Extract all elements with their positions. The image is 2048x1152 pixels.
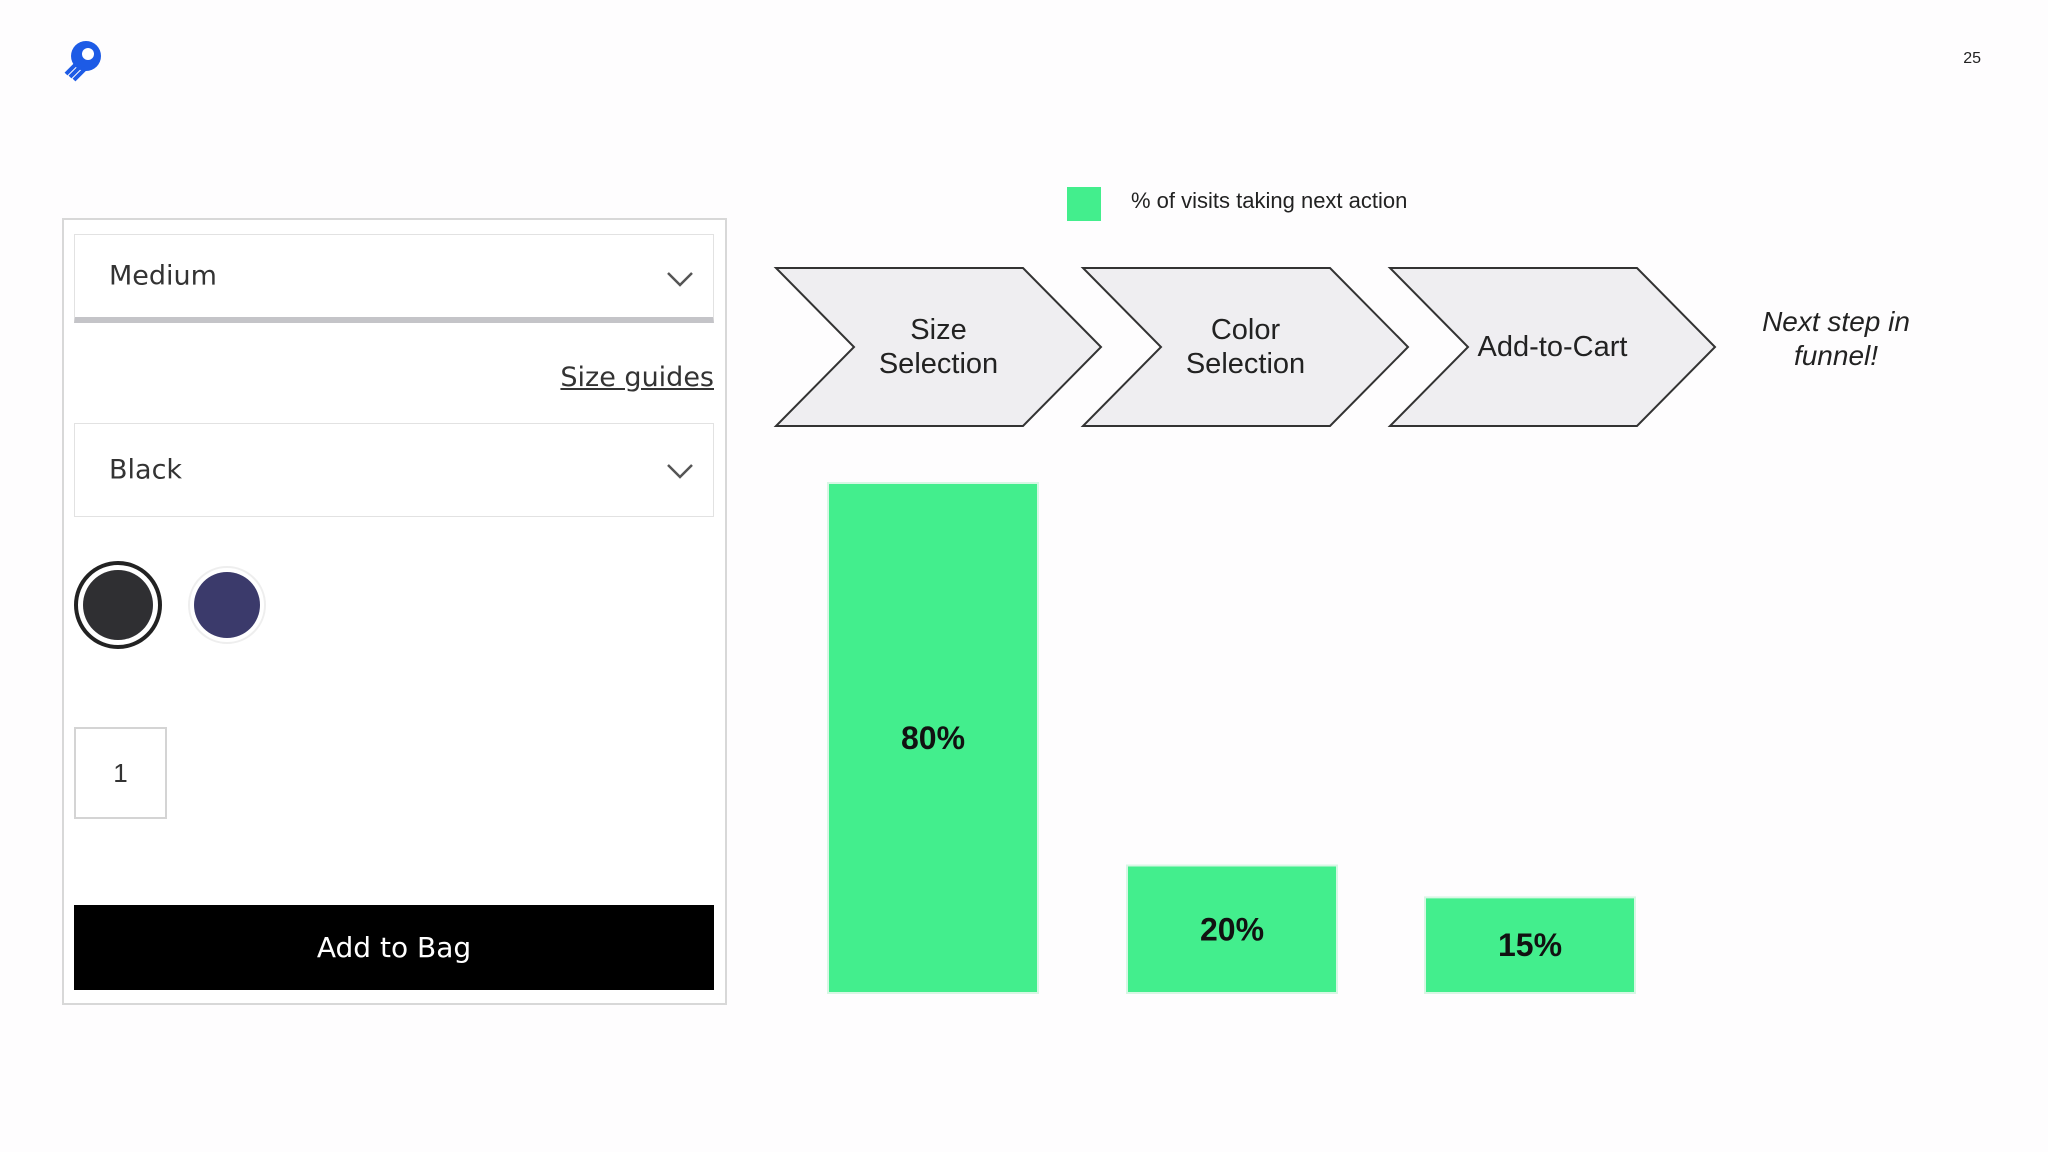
swatch-navy[interactable]: [194, 572, 260, 638]
value-label: 20%: [1200, 911, 1264, 947]
funnel-step-label: Add-to-Cart: [1477, 331, 1628, 363]
size-dropdown[interactable]: Medium: [74, 234, 714, 323]
product-panel: [62, 218, 727, 1005]
color-value: Black: [109, 454, 183, 486]
funnel-step: [1080, 267, 1410, 427]
page-number: 25: [1963, 50, 1981, 67]
legend-label: % of visits taking next action: [1131, 188, 1408, 213]
value-label: 15%: [1498, 927, 1562, 963]
funnel-step: [1387, 267, 1717, 427]
color-dropdown[interactable]: Black: [74, 423, 714, 517]
quantity-input[interactable]: 1: [74, 727, 167, 819]
swatch-black[interactable]: [83, 570, 153, 640]
dropdown-arrow: [667, 272, 693, 287]
annotation: Next step in funnel!: [1762, 306, 1910, 371]
value-label: 80%: [901, 720, 965, 756]
size-value: Medium: [109, 260, 217, 292]
legend-swatch: [1067, 187, 1101, 221]
bar: [827, 482, 1039, 994]
bar: [1126, 864, 1338, 994]
funnel-step-label: Size Selection: [878, 314, 999, 380]
funnel-step-label: Color Selection: [1185, 314, 1306, 380]
add-to-bag-button[interactable]: Add to Bag: [74, 905, 714, 990]
logo: [64, 41, 101, 82]
size-guides-link[interactable]: Size guides: [560, 362, 714, 393]
bar: [1424, 896, 1636, 994]
funnel-step: [773, 267, 1103, 427]
dropdown-arrow: [667, 464, 693, 479]
